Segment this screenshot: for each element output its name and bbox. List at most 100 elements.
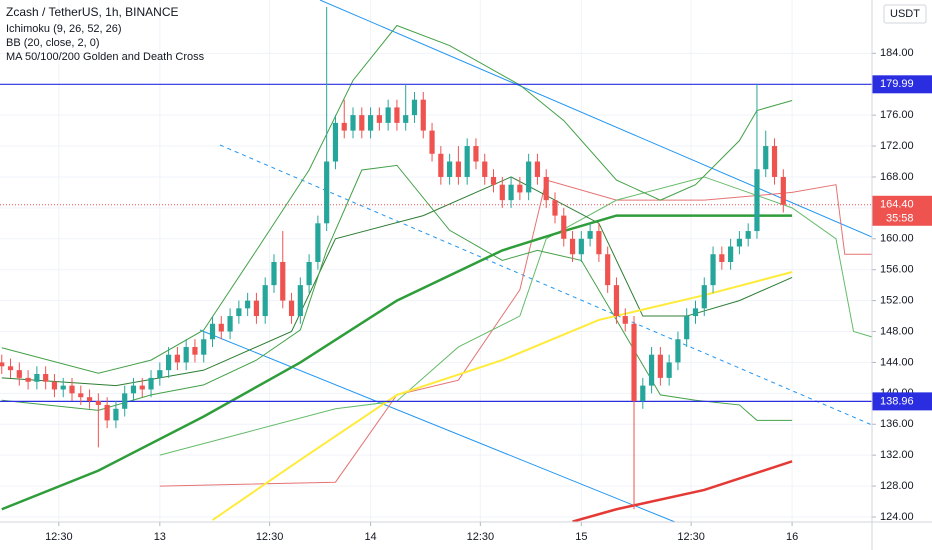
candle-body: [569, 238, 576, 255]
indicator-label: Ichimoku (9, 26, 52, 26): [6, 23, 122, 35]
candle-body: [780, 176, 786, 205]
candle-body: [605, 254, 611, 286]
y-tick-label: 136.00: [880, 418, 914, 430]
candle-body: [201, 339, 207, 355]
candle-body: [534, 161, 541, 177]
y-tick-label: 124.00: [880, 511, 914, 523]
candle-body: [482, 161, 488, 177]
candle-body: [473, 146, 479, 162]
indicator-line: [159, 179, 872, 487]
candle-body: [16, 370, 22, 378]
candle-body: [771, 146, 778, 177]
indicator-label: BB (20, close, 2, 0): [6, 37, 100, 49]
x-tick-label: 12:30: [677, 531, 705, 543]
candle-body: [429, 130, 435, 154]
candle-body: [166, 354, 172, 371]
candle-body: [209, 323, 216, 340]
candle-body: [490, 176, 497, 185]
indicator-line: [1, 164, 793, 421]
candle-body: [376, 115, 382, 123]
candle-body: [367, 115, 374, 131]
candle-body: [236, 308, 242, 317]
candle-body: [218, 323, 224, 332]
candle-body: [719, 254, 725, 262]
candle-body: [297, 285, 303, 317]
candle-body: [596, 231, 602, 255]
candle-body: [324, 161, 330, 224]
candle-body: [420, 99, 426, 131]
candle-body: [262, 285, 268, 317]
candle-body: [332, 122, 339, 162]
candle-body: [526, 161, 532, 193]
y-tick-label: 160.00: [880, 233, 914, 245]
trend-line: [319, 0, 872, 238]
candle-body: [692, 308, 699, 317]
candle-body: [350, 115, 356, 131]
candle-body: [728, 246, 734, 262]
price-level-box: [872, 392, 932, 411]
candle-body: [640, 385, 646, 402]
candle-body: [95, 401, 101, 405]
price-level-label: 138.96: [880, 395, 914, 407]
candle-body: [438, 153, 444, 177]
candle-body: [517, 184, 523, 193]
price-level-box: [872, 75, 932, 94]
candle-body: [385, 107, 391, 123]
x-tick-label: 12:30: [45, 531, 73, 543]
candle-body: [684, 316, 690, 340]
candle-body: [25, 377, 31, 382]
candle-body: [306, 261, 312, 286]
currency-label[interactable]: USDT: [890, 8, 920, 20]
candle-body: [763, 146, 769, 170]
candle-body: [754, 169, 760, 232]
last-price-label: 164.40: [880, 199, 914, 211]
x-tick-label: 12:30: [256, 531, 284, 543]
candle-body: [51, 381, 58, 390]
y-tick-label: 128.00: [880, 480, 914, 492]
candle-body: [139, 385, 145, 390]
last-price-box: [872, 195, 932, 226]
candle-body: [7, 366, 14, 371]
candle-body: [701, 285, 707, 309]
currency-box[interactable]: [883, 4, 927, 24]
y-tick-label: 156.00: [880, 264, 914, 276]
candle-body: [657, 354, 663, 378]
candle-body: [508, 184, 514, 201]
countdown-label: 35:58: [886, 213, 914, 225]
indicator-label: MA 50/100/200 Golden and Death Cross: [6, 51, 205, 63]
candle-body: [613, 285, 620, 317]
candle-body: [43, 374, 49, 382]
candle-body: [394, 107, 400, 123]
candle-body: [666, 362, 672, 378]
candle-body: [130, 385, 137, 394]
y-tick-label: 168.00: [880, 171, 914, 183]
candle-body: [34, 374, 40, 382]
candle-body: [192, 346, 198, 355]
candle-body: [69, 385, 75, 394]
chart-title: Zcash / TetherUS, 1h, BINANCE: [6, 5, 179, 19]
candle-body: [675, 339, 681, 363]
candle-body: [561, 215, 567, 239]
candle-body: [403, 115, 409, 123]
candle-body: [227, 316, 233, 332]
candle-body: [183, 346, 189, 363]
y-tick-label: 152.00: [880, 295, 914, 307]
candle-body: [710, 254, 716, 286]
x-tick-label: 13: [154, 531, 166, 543]
x-tick-label: 16: [786, 531, 798, 543]
y-tick-label: 172.00: [880, 140, 914, 152]
x-tick-label: 12:30: [467, 531, 495, 543]
y-tick-label: 132.00: [880, 449, 914, 461]
candle-body: [78, 393, 84, 398]
candle-body: [411, 99, 418, 116]
candle-body: [288, 300, 295, 317]
candle-body: [464, 146, 470, 177]
candle-body: [455, 161, 461, 177]
candle-body: [253, 300, 260, 317]
candle-body: [0, 362, 5, 367]
candle-body: [499, 184, 505, 201]
candle-body: [174, 354, 180, 363]
candle-body: [631, 323, 637, 402]
